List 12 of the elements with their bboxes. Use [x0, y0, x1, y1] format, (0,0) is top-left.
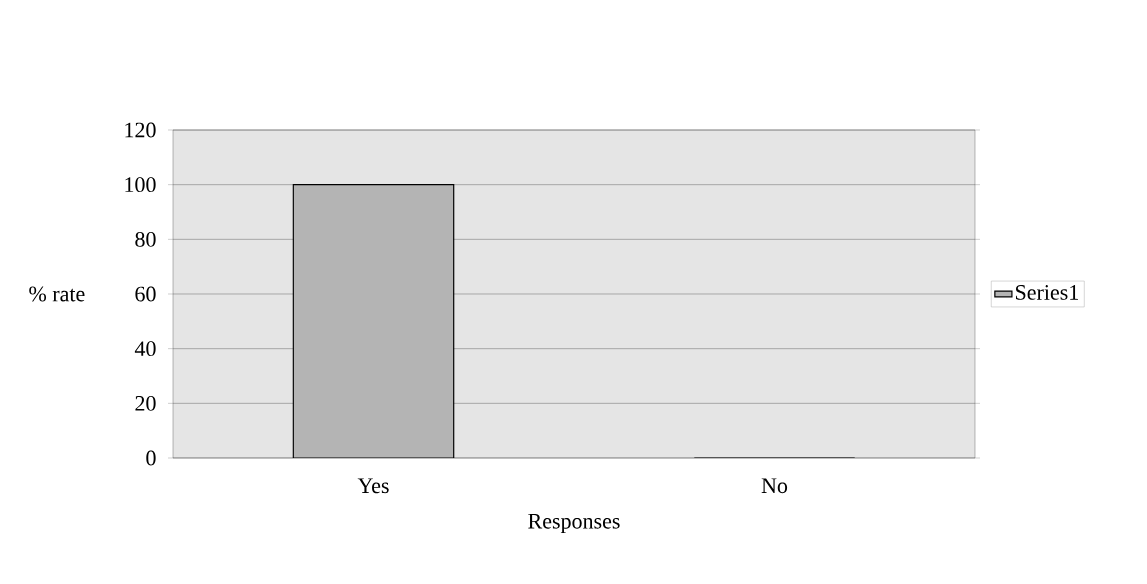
x-tick-label: Yes	[357, 478, 389, 494]
y-axis-title: % rate	[29, 286, 85, 302]
y-tick-label: 60	[135, 286, 156, 302]
y-tick-label: 80	[135, 231, 156, 247]
y-tick-label: 40	[134, 341, 156, 357]
y-tick-label: 100	[125, 177, 156, 193]
x-tick-label: No	[761, 478, 788, 494]
x-axis-title: Responses	[528, 514, 620, 534]
y-tick-label: 120	[125, 122, 156, 138]
y-tick-label: 0	[146, 450, 156, 466]
y-tick-label: 20	[135, 395, 156, 411]
legend-label: Series1	[1016, 285, 1078, 300]
